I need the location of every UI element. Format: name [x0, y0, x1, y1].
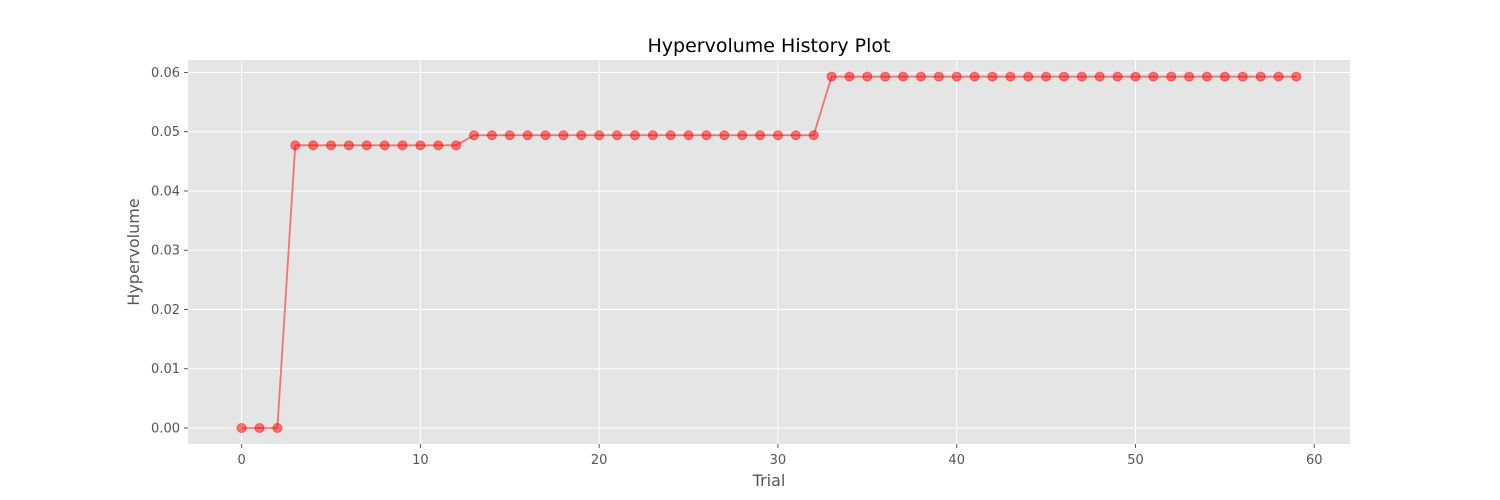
y-tick-label: 0.02 — [151, 303, 180, 318]
data-point — [1112, 71, 1123, 82]
data-point — [1041, 71, 1052, 82]
data-point — [1219, 71, 1230, 82]
data-point — [486, 130, 497, 141]
data-point — [915, 71, 926, 82]
data-point — [790, 130, 801, 141]
data-point — [933, 71, 944, 82]
data-point — [1255, 71, 1266, 82]
data-point — [308, 140, 319, 151]
x-tick-labels: 0 10 20 30 40 50 60 — [237, 453, 1322, 468]
data-point — [1130, 71, 1141, 82]
x-tick-label: 0 — [237, 453, 245, 468]
x-tick-label: 10 — [412, 453, 429, 468]
x-axis-label: Trial — [752, 471, 786, 490]
data-point — [1166, 71, 1177, 82]
data-point — [1201, 71, 1212, 82]
y-tick-label: 0.01 — [151, 362, 180, 377]
data-point — [808, 130, 819, 141]
data-point — [361, 140, 372, 151]
y-tick-label: 0.05 — [151, 125, 180, 140]
data-point — [665, 130, 676, 141]
plot-background — [188, 60, 1350, 444]
data-point — [826, 71, 837, 82]
data-point — [612, 130, 623, 141]
data-point — [397, 140, 408, 151]
x-tick-label: 30 — [770, 453, 787, 468]
x-tick-label: 20 — [591, 453, 608, 468]
y-tick-label: 0.03 — [151, 244, 180, 259]
data-point — [576, 130, 587, 141]
data-point — [415, 140, 426, 151]
data-point — [1094, 71, 1105, 82]
data-point — [594, 130, 605, 141]
data-point — [755, 130, 766, 141]
data-point — [1058, 71, 1069, 82]
data-point — [451, 140, 462, 151]
data-point — [1184, 71, 1195, 82]
data-point — [683, 130, 694, 141]
data-point — [1237, 71, 1248, 82]
data-point — [898, 71, 909, 82]
data-point — [433, 140, 444, 151]
y-tick-label: 0.00 — [151, 422, 180, 437]
data-point — [719, 130, 730, 141]
data-point — [1273, 71, 1284, 82]
grid-lines — [188, 60, 1350, 444]
x-tick-label: 60 — [1306, 453, 1323, 468]
y-tick-label: 0.04 — [151, 184, 180, 199]
y-tick-labels: 0.00 0.01 0.02 0.03 0.04 0.05 0.06 — [151, 66, 180, 437]
data-point — [969, 71, 980, 82]
data-point — [1148, 71, 1159, 82]
data-point — [1005, 71, 1016, 82]
series-layer — [236, 71, 1302, 433]
data-point — [540, 130, 551, 141]
tick-marks — [184, 71, 1315, 448]
data-point — [343, 140, 354, 151]
x-tick-label: 50 — [1127, 453, 1144, 468]
data-point — [844, 71, 855, 82]
y-axis-label: Hypervolume — [124, 198, 143, 305]
data-point — [326, 140, 337, 151]
data-point — [469, 130, 480, 141]
x-tick-label: 40 — [948, 453, 965, 468]
data-point — [701, 130, 712, 141]
data-point — [647, 130, 658, 141]
data-point — [272, 423, 283, 433]
chart-title: Hypervolume History Plot — [648, 35, 891, 57]
data-point — [1076, 71, 1087, 82]
data-point — [236, 423, 247, 433]
data-point — [379, 140, 390, 151]
data-point — [629, 130, 640, 141]
data-point — [522, 130, 533, 141]
y-tick-label: 0.06 — [151, 66, 180, 81]
data-point — [862, 71, 873, 82]
data-point — [951, 71, 962, 82]
data-point — [558, 130, 569, 141]
data-point — [1291, 71, 1302, 82]
data-point — [772, 130, 783, 141]
data-point — [1023, 71, 1034, 82]
data-point — [254, 423, 265, 433]
data-point — [504, 130, 515, 141]
data-point — [880, 71, 891, 82]
data-point — [987, 71, 998, 82]
data-point — [290, 140, 301, 151]
data-point — [737, 130, 748, 141]
